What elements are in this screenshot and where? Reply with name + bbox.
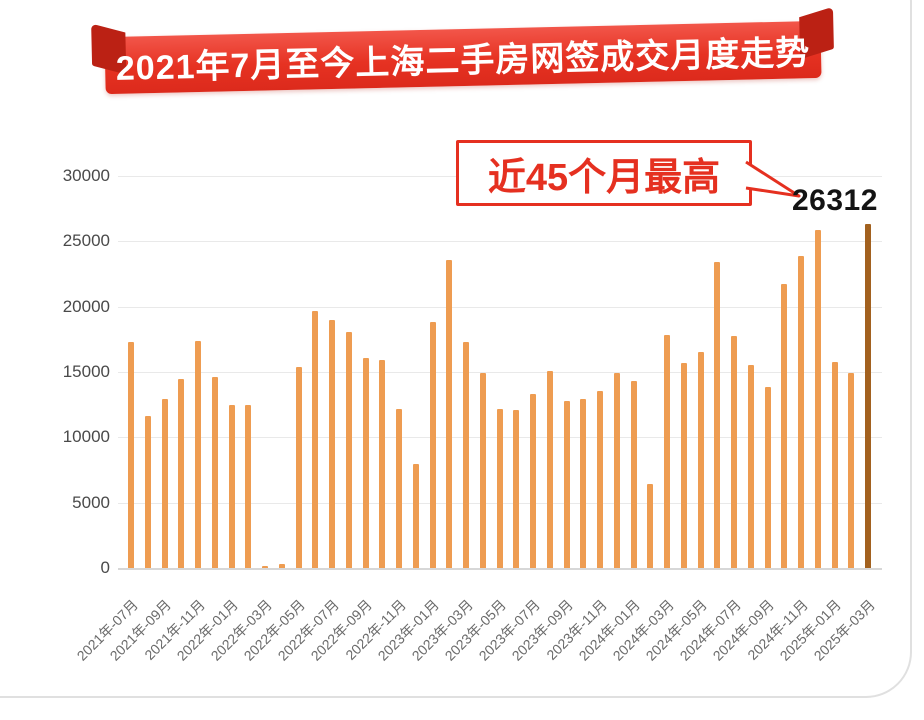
bar-2024年-09月 [764, 387, 771, 568]
bar-2022年-04月 [278, 564, 285, 568]
bar-2021年-10月 [178, 378, 185, 568]
bar-2024年-04月 [680, 362, 687, 568]
bar-2022年-02月 [245, 404, 252, 568]
bar-2023年-01月 [429, 322, 436, 568]
bar-2025年-03月 [865, 224, 871, 568]
y-tick-label: 25000 [62, 231, 110, 251]
bar-2021年-12月 [211, 376, 218, 568]
bar-2024年-08月 [747, 364, 754, 568]
bar-2023年-08月 [546, 370, 553, 568]
y-tick-label: 30000 [62, 166, 110, 185]
grid-line [118, 568, 882, 570]
bar-2024年-02月 [647, 483, 654, 568]
grid-line [118, 372, 882, 373]
y-tick-label: 20000 [62, 296, 110, 316]
bar-2023年-11月 [597, 390, 603, 568]
bar-2021年-11月 [195, 340, 201, 568]
bar-2021年-08月 [144, 415, 151, 568]
bar-2021年-07月 [128, 341, 134, 568]
annotation-box: 近45个月最高 [456, 140, 752, 206]
bar-2023年-10月 [580, 399, 587, 568]
bar-2024年-11月 [798, 255, 804, 568]
bar-2023年-12月 [613, 373, 620, 568]
bar-2022年-12月 [412, 464, 419, 568]
bar-2023年-09月 [563, 401, 570, 568]
bar-2022年-08月 [345, 332, 352, 568]
chart-card [0, 0, 912, 698]
bar-2024年-05月 [697, 351, 704, 568]
bar-2024年-03月 [664, 335, 670, 568]
grid-line [118, 306, 882, 308]
bar-2021年-09月 [161, 399, 168, 568]
bar-2022年-06月 [312, 310, 319, 568]
bar-2022年-11月 [396, 409, 402, 568]
bar-2024年-06月 [714, 261, 721, 568]
y-tick-label: 15000 [62, 362, 110, 381]
bar-2024年-07月 [731, 336, 737, 568]
bar-2023年-02月 [446, 259, 453, 568]
bar-2023年-03月 [463, 341, 469, 568]
bar-2023年-07月 [530, 393, 536, 568]
y-tick-label: 0 [100, 558, 110, 577]
bar-2022年-05月 [295, 366, 302, 568]
bar-2022年-09月 [362, 358, 369, 568]
bar-2022年-01月 [228, 405, 235, 568]
y-tick-label: 5000 [72, 492, 110, 512]
page-title: 2021年7月至今上海二手房网签成交月度走势 [115, 34, 811, 88]
bar-2022年-07月 [329, 319, 335, 568]
bar-2023年-06月 [513, 409, 520, 568]
bar-2024年-12月 [814, 229, 821, 568]
peak-value-label: 26312 [792, 184, 878, 217]
bar-2022年-03月 [262, 566, 268, 568]
y-tick-label: 10000 [62, 427, 110, 447]
bar-2025年-02月 [848, 372, 855, 568]
bar-2023年-04月 [479, 373, 486, 568]
bar-2025年-01月 [831, 361, 838, 568]
grid-line [118, 241, 882, 243]
bar-2024年-10月 [781, 283, 788, 568]
annotation-text: 近45个月最高 [487, 156, 721, 199]
bar-2024年-01月 [630, 381, 637, 568]
bar-2022年-10月 [379, 360, 386, 568]
bar-2023年-05月 [496, 408, 503, 568]
annotation-pointer-icon [745, 160, 801, 198]
